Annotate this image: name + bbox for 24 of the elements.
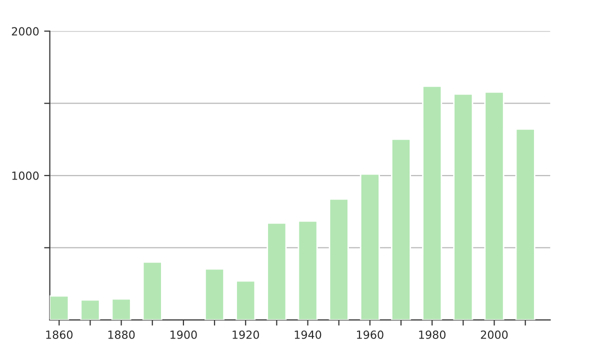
x-tick-label: 1900 (170, 330, 197, 339)
bar (328, 198, 349, 320)
x-tick-label: 1940 (294, 330, 322, 339)
bar (484, 91, 504, 320)
bar (111, 298, 132, 320)
bar (422, 85, 442, 320)
bar (80, 299, 100, 320)
x-tick-label: 1860 (46, 330, 73, 339)
bar (266, 222, 287, 320)
bar (360, 173, 380, 320)
bar (453, 93, 474, 320)
bar (236, 280, 256, 320)
y-tick-label: 1000 (12, 172, 39, 180)
bar (390, 138, 412, 320)
bar (142, 261, 162, 320)
x-tick-label: 1980 (419, 330, 446, 339)
x-tick-label: 1920 (232, 330, 260, 339)
bar (204, 268, 225, 320)
x-tick-label: 1880 (108, 330, 135, 339)
bar (298, 220, 318, 320)
x-tick-label: 1960 (357, 330, 384, 339)
bar (515, 128, 536, 320)
bar (50, 295, 70, 320)
x-tick-label: 2000 (480, 330, 508, 339)
